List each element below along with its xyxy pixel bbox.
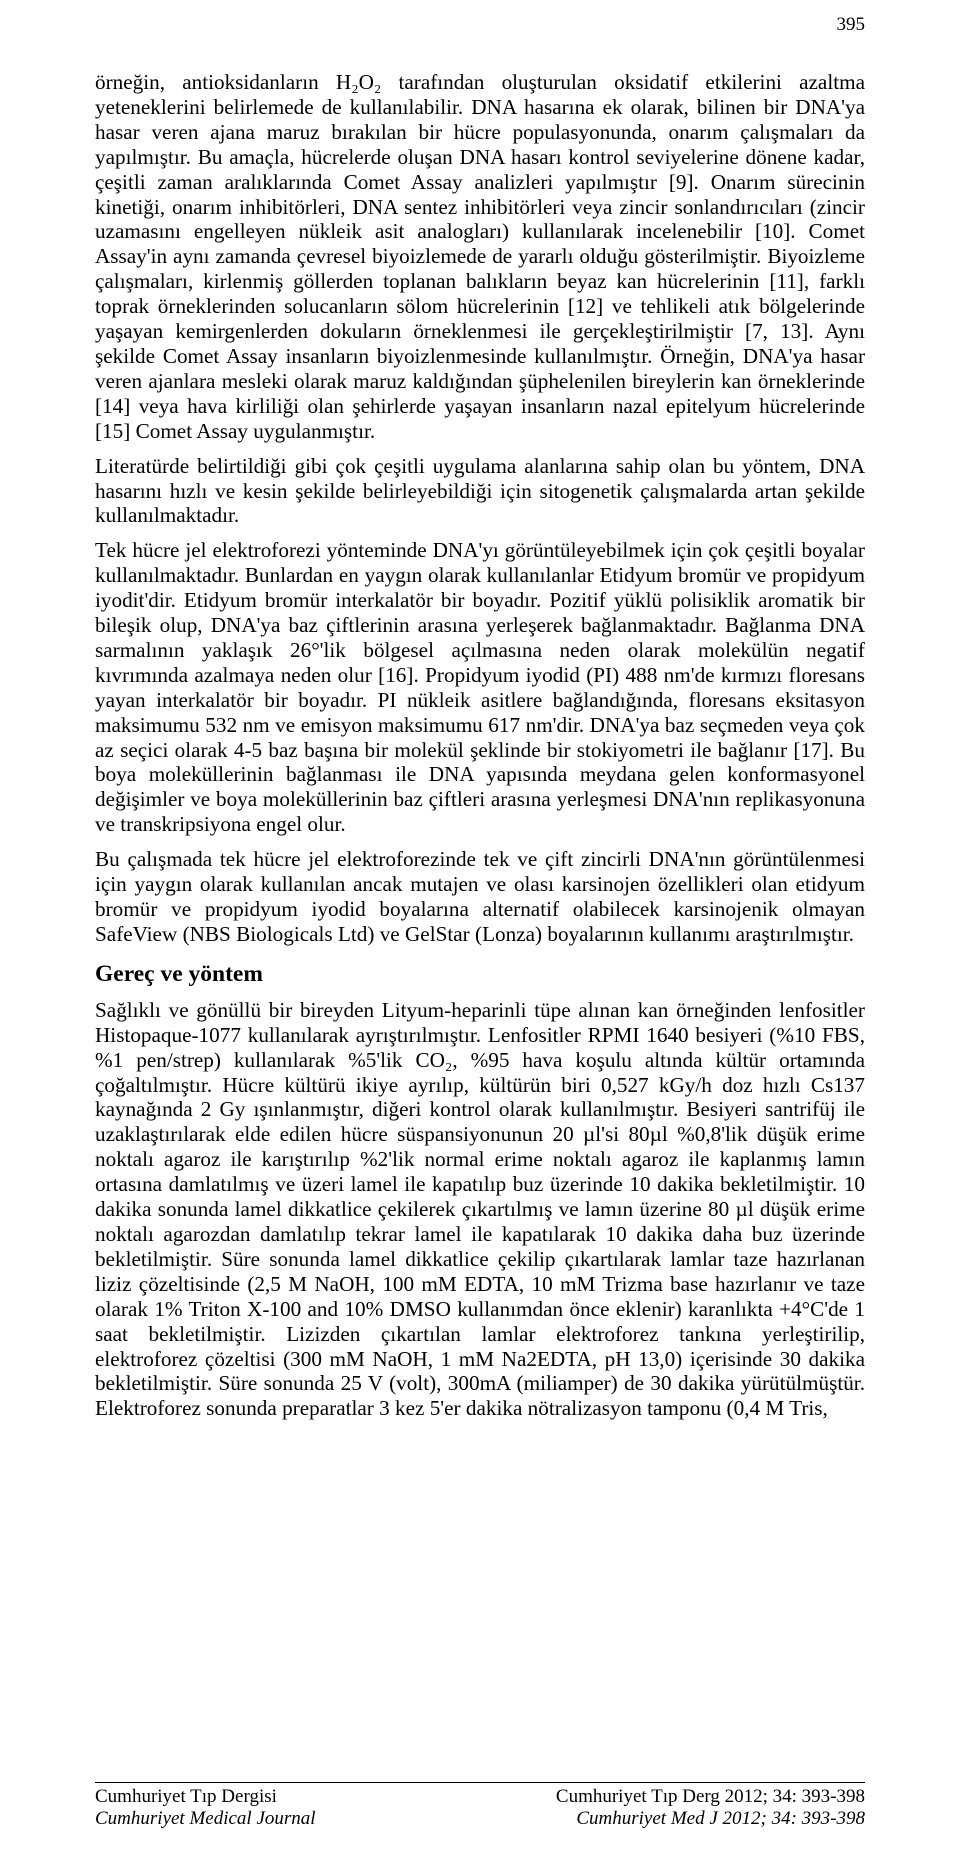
paragraph-2: Literatürde belirtildiği gibi çok çeşitl… — [95, 454, 865, 529]
paragraph-1: örneğin, antioksidanların H₂O₂ tarafında… — [95, 70, 865, 444]
paragraph-4: Bu çalışmada tek hücre jel elektroforezi… — [95, 847, 865, 947]
footer-right: Cumhuriyet Tıp Derg 2012; 34: 393-398 Cu… — [556, 1786, 865, 1830]
page-number: 395 — [837, 14, 866, 36]
footer-left-line2: Cumhuriyet Medical Journal — [95, 1808, 316, 1830]
footer-left: Cumhuriyet Tıp Dergisi Cumhuriyet Medica… — [95, 1786, 316, 1830]
footer-right-line1: Cumhuriyet Tıp Derg 2012; 34: 393-398 — [556, 1786, 865, 1808]
paragraph-5: Sağlıklı ve gönüllü bir bireyden Lityum-… — [95, 998, 865, 1421]
page-footer: Cumhuriyet Tıp Dergisi Cumhuriyet Medica… — [95, 1782, 865, 1830]
footer-left-line1: Cumhuriyet Tıp Dergisi — [95, 1786, 316, 1808]
paragraph-3: Tek hücre jel elektroforezi yönteminde D… — [95, 538, 865, 837]
section-heading-gerec-ve-yontem: Gereç ve yöntem — [95, 961, 865, 988]
footer-right-line2: Cumhuriyet Med J 2012; 34: 393-398 — [556, 1808, 865, 1830]
